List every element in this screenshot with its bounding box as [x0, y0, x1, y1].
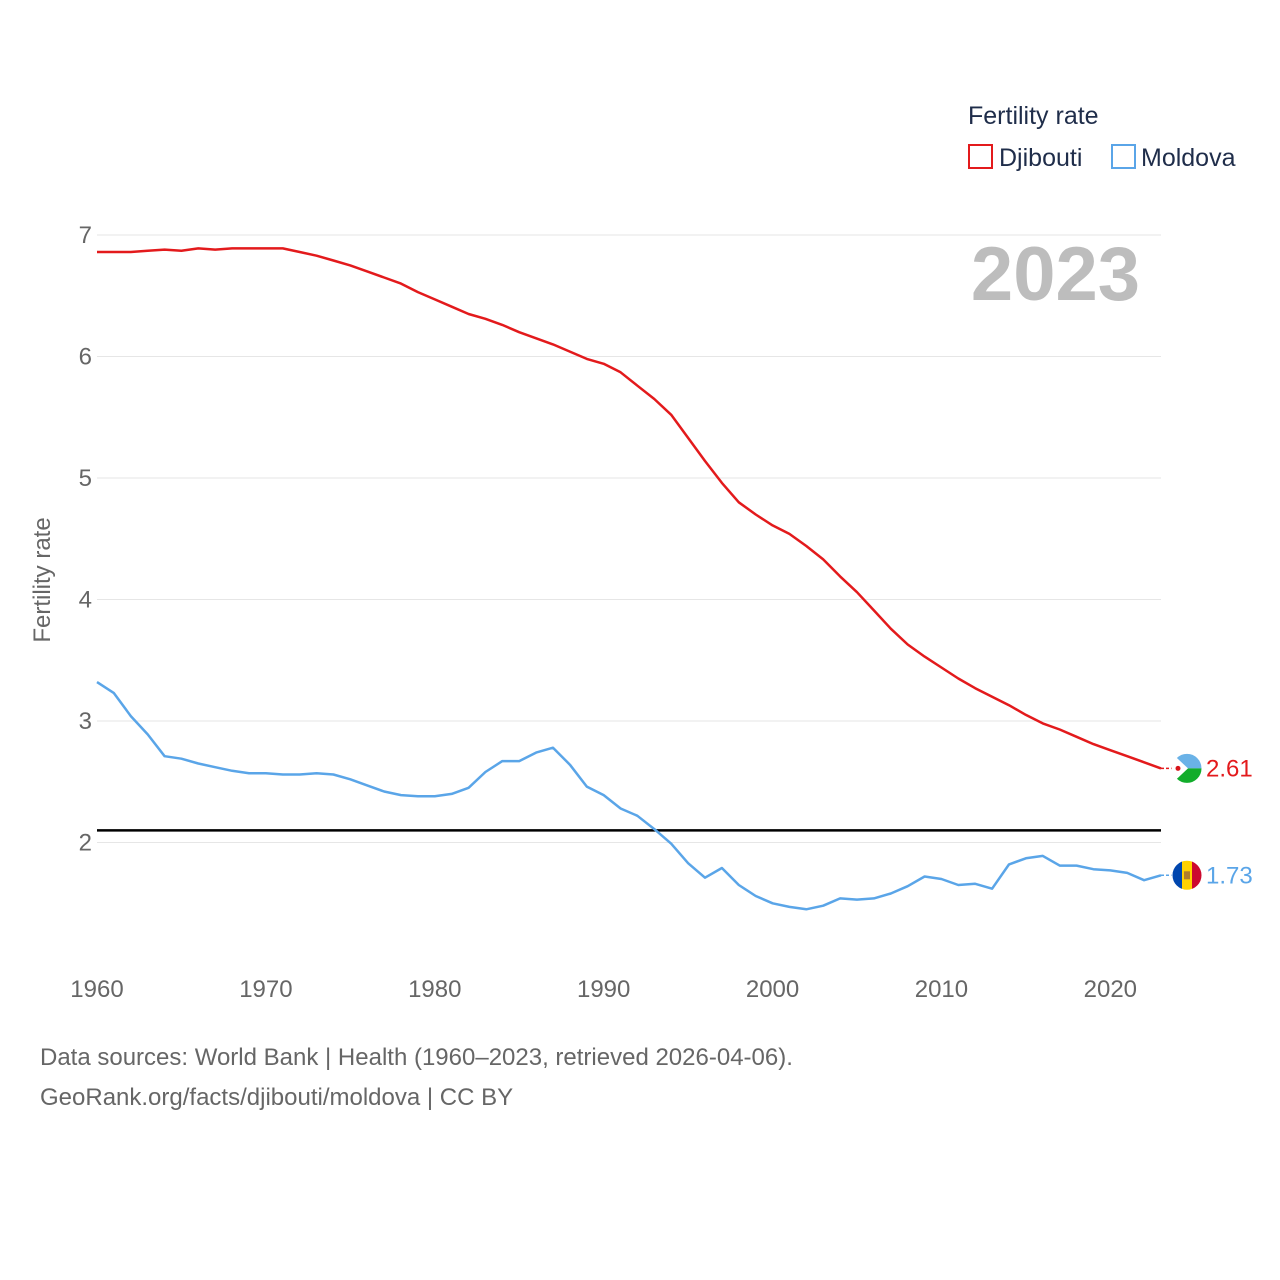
y-tick-label: 7: [79, 222, 92, 249]
y-tick-label: 6: [79, 344, 92, 371]
series-line-moldova: [96, 681, 1162, 911]
x-tick-label: 1960: [70, 976, 123, 1003]
footer-credit: GeoRank.org/facts/djibouti/moldova | CC …: [40, 1084, 514, 1111]
gridlines: [97, 234, 1161, 843]
legend-swatch-moldova: [1111, 144, 1136, 169]
x-tick-label: 2010: [915, 976, 968, 1003]
year-label: 2023: [971, 232, 1140, 317]
x-tick-label: 2020: [1084, 976, 1137, 1003]
flag-moldova-icon: [1171, 859, 1203, 891]
flag-djibouti-icon: [1171, 752, 1203, 784]
legend-label-djibouti: Djibouti: [999, 144, 1082, 172]
x-tick-label: 1970: [239, 976, 292, 1003]
end-value-label-moldova: 1.73: [1206, 862, 1253, 889]
x-tick-label: 1990: [577, 976, 630, 1003]
y-tick-label: 5: [79, 465, 92, 492]
legend-swatch-djibouti: [968, 144, 993, 169]
y-tick-label: 4: [79, 587, 92, 614]
end-value-label-djibouti: 2.61: [1206, 755, 1253, 782]
legend-label-moldova: Moldova: [1141, 144, 1236, 172]
y-axis-title: Fertility rate: [29, 517, 56, 642]
x-tick-labels: 1960 1970 1980 1990 2000 2010 2020: [70, 976, 1137, 1003]
y-tick-labels: 2 3 4 5 6 7: [79, 222, 92, 857]
footer-sources: Data sources: World Bank | Health (1960–…: [40, 1044, 793, 1071]
legend: Fertility rate Djibouti Moldova: [968, 102, 1236, 172]
legend-title: Fertility rate: [968, 102, 1099, 130]
series-lines: [96, 247, 1162, 911]
series-line-djibouti: [97, 247, 1162, 770]
end-markers: 2.61 1.73: [1161, 752, 1253, 891]
x-tick-label: 2000: [746, 976, 799, 1003]
y-tick-label: 2: [79, 830, 92, 857]
y-tick-label: 3: [79, 708, 92, 735]
x-tick-label: 1980: [408, 976, 461, 1003]
